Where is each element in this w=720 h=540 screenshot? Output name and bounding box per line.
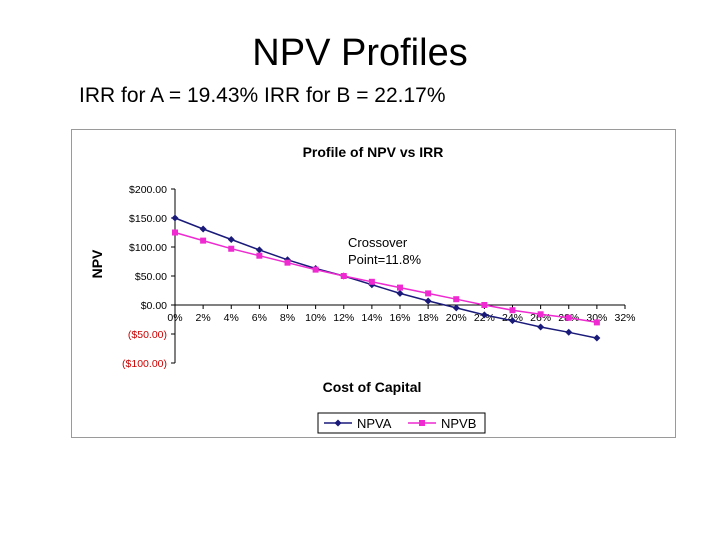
data-point-npvb — [481, 302, 488, 308]
data-point-npvb — [200, 237, 207, 244]
y-tick-label: $0.00 — [141, 300, 167, 312]
x-axis-title: Cost of Capital — [323, 379, 422, 395]
data-point-npvb — [453, 296, 460, 303]
x-tick-label: 10% — [305, 312, 326, 324]
y-tick-label: $100.00 — [129, 242, 167, 254]
data-point-npva — [509, 317, 516, 325]
series-line-npva — [174, 217, 598, 339]
x-tick-label: 16% — [389, 312, 410, 324]
y-tick-label: ($100.00) — [122, 358, 167, 370]
legend-marker-npva — [334, 419, 342, 427]
data-point-npvb — [397, 284, 403, 291]
irr-subtitle: IRR for A = 19.43% IRR for B = 22.17% — [79, 84, 446, 107]
legend-label-npva: NPVA — [357, 416, 392, 431]
chart-frame: Profile of NPV vs IRR $200.00 $150.00 $100.… — [71, 129, 676, 438]
x-tick-label: 0% — [167, 312, 182, 324]
data-point-npva — [593, 334, 601, 342]
data-point-npva — [424, 297, 432, 305]
x-tick-label: 20% — [446, 312, 467, 324]
data-point-npva — [565, 328, 573, 336]
data-point-npvb — [340, 273, 347, 279]
x-tick-label: 12% — [333, 312, 354, 324]
chart-legend — [317, 412, 486, 434]
data-point-npva — [255, 246, 263, 254]
npv-profile-chart: Profile of NPV vs IRR $200.00 $150.00 $100.… — [89, 144, 636, 434]
y-tick-label: $200.00 — [129, 184, 167, 196]
x-tick-label: 2% — [196, 312, 211, 324]
y-tick-label: $150.00 — [129, 213, 167, 225]
data-point-npva — [171, 214, 179, 222]
x-tick-label: 6% — [252, 312, 267, 324]
data-point-npva — [227, 235, 235, 243]
x-tick-label: 4% — [224, 312, 239, 324]
legend-label-npvb: NPVB — [441, 416, 476, 431]
data-point-npvb — [228, 245, 235, 252]
x-tick-label: 32% — [614, 312, 635, 324]
crossover-annotation-line1: Crossover — [348, 235, 408, 250]
data-point-npvb — [172, 229, 178, 236]
data-point-npvb — [425, 290, 432, 297]
data-point-npvb — [284, 259, 291, 266]
y-axis-title: NPV — [89, 249, 105, 278]
data-point-npvb — [565, 314, 572, 321]
data-point-npva — [452, 304, 460, 312]
x-tick-label: 18% — [418, 312, 439, 324]
data-point-npvb — [593, 319, 600, 326]
x-tick-label: 14% — [361, 312, 382, 324]
series-line-npvb — [174, 231, 598, 324]
data-point-npvb — [509, 307, 516, 314]
y-tick-label: $50.00 — [135, 271, 167, 283]
y-tick-label: ($50.00) — [128, 329, 167, 341]
chart-title: Profile of NPV vs IRR — [303, 144, 444, 160]
data-point-npva — [537, 323, 545, 331]
legend-marker-npvb — [419, 420, 425, 426]
slide-title: NPV Profiles — [252, 32, 468, 74]
data-point-npvb — [537, 311, 544, 318]
data-point-npva — [199, 225, 207, 233]
x-tick-label: 8% — [280, 312, 295, 324]
data-point-npva — [480, 311, 488, 319]
data-point-npvb — [368, 278, 375, 285]
data-point-npvb — [312, 266, 319, 273]
crossover-annotation-line2: Point=11.8% — [348, 252, 422, 267]
data-point-npvb — [256, 252, 263, 259]
data-point-npva — [396, 289, 404, 297]
